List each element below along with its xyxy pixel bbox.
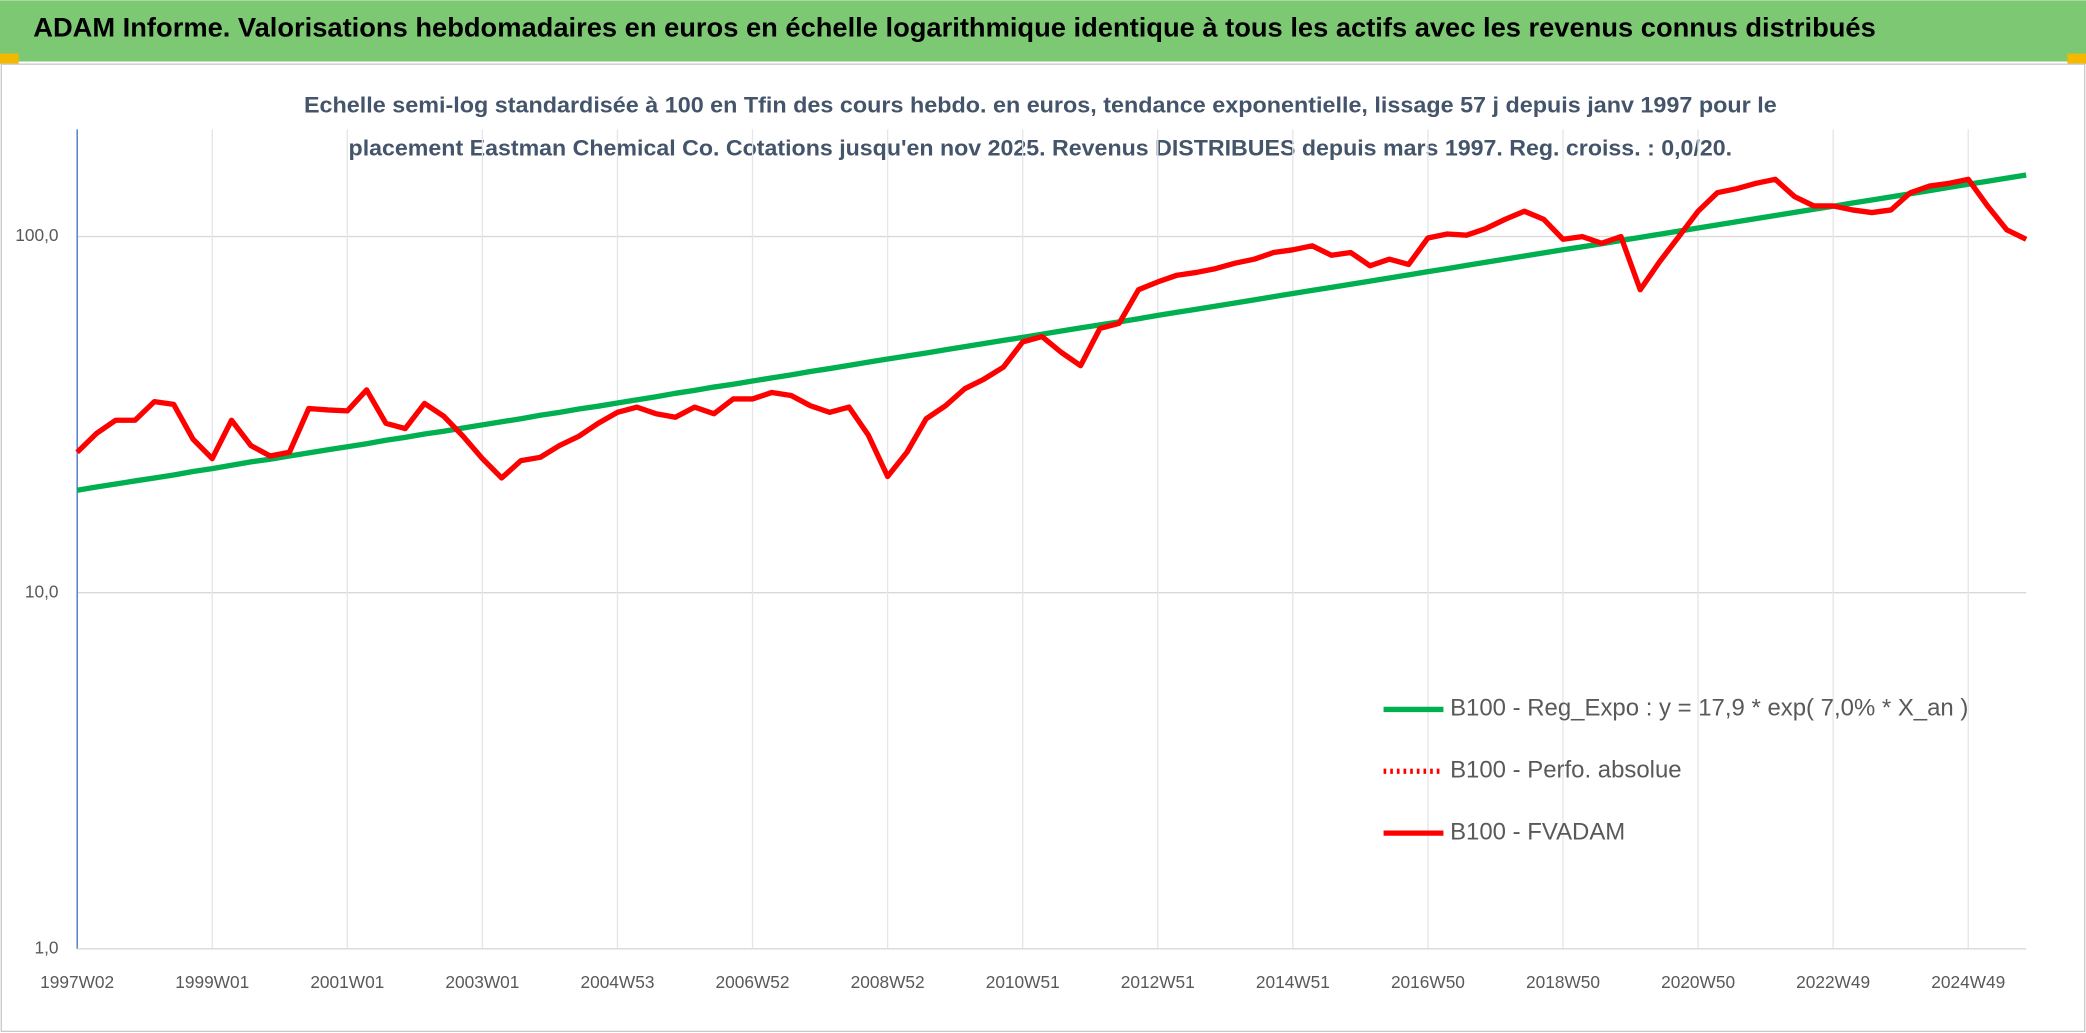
series-line (75, 176, 2028, 481)
y-tick-label: 10,0 (25, 581, 59, 601)
axes: 1,0 10,0 100,0 1997W02 1999W01 2001W01 2003W01… (15, 225, 2005, 992)
x-tick-label: 2003W01 (445, 972, 519, 992)
x-tick-label: 2001W01 (310, 972, 384, 992)
page-title: ADAM Informe. Valorisations hebdomadaire… (33, 13, 1876, 43)
x-tick-label: 2012W51 (1121, 972, 1195, 992)
y-tick-label: 100,0 (15, 225, 58, 245)
x-tick-label: 2010W51 (986, 972, 1060, 992)
plot (75, 172, 2028, 493)
corner-mark (2067, 53, 2086, 65)
header-bar (0, 0, 2086, 62)
corner-mark (0, 53, 19, 65)
x-tick-label: 2006W52 (716, 972, 790, 992)
x-tick-label: 2024W49 (1931, 972, 2005, 992)
series-line (76, 172, 2027, 493)
legend-label: B100 - Perfo. absolue (1450, 757, 1682, 784)
x-tick-label: 2016W50 (1391, 972, 1465, 992)
chart-frame (0, 63, 2086, 1033)
x-tick-label: 1997W02 (40, 972, 114, 992)
chart-title: placement Eastman Chemical Co. Cotations… (349, 135, 1733, 160)
x-tick-label: 2008W52 (851, 972, 925, 992)
grid (76, 129, 2027, 950)
x-tick-label: 2018W50 (1526, 972, 1600, 992)
y-tick-label: 1,0 (35, 937, 59, 957)
legend: B100 - Reg_Expo : y = 17,9 * exp( 7,0% *… (1383, 695, 1968, 845)
legend-label: B100 - FVADAM (1450, 818, 1625, 845)
x-tick-label: 2004W53 (580, 972, 654, 992)
x-tick-label: 1999W01 (175, 972, 249, 992)
x-tick-label: 2014W51 (1256, 972, 1330, 992)
legend-label: B100 - Reg_Expo : y = 17,9 * exp( 7,0% *… (1450, 695, 1968, 722)
x-tick-label: 2022W49 (1796, 972, 1870, 992)
chart-title: Echelle semi-log standardisée à 100 en T… (304, 93, 1777, 118)
x-tick-label: 2020W50 (1661, 972, 1735, 992)
